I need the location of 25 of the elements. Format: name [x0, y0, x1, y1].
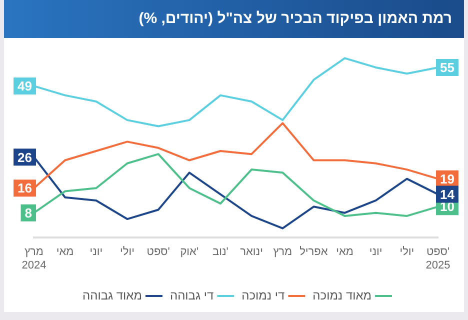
- x-tick-label: ינואר: [240, 246, 263, 258]
- legend-label: די נמוכה: [242, 288, 286, 302]
- legend-label: מאוד גבוהה: [82, 288, 142, 302]
- data-label: 10: [440, 199, 454, 214]
- x-tick-label: ספט': [146, 246, 170, 258]
- x-tick-label: יוני: [90, 246, 103, 258]
- data-label: 16: [18, 180, 32, 196]
- data-label: 55: [440, 60, 454, 76]
- x-tick-label: יולי: [120, 246, 134, 258]
- x-tick-label: מאי: [336, 246, 354, 258]
- x-tick-label: יולי: [400, 246, 414, 258]
- chart-title: רמת האמון בפיקוד הבכיר של צה"ל (יהודים, %): [4, 0, 464, 38]
- data-label: 14: [440, 186, 456, 202]
- data-label: 49: [18, 78, 32, 94]
- x-tick-label: נוב': [212, 246, 228, 258]
- legend-label: די גבוהה: [170, 288, 214, 302]
- x-tick-label: אוק': [180, 246, 199, 258]
- x-tick-label: מאי: [56, 246, 74, 258]
- legend-label: מאוד נמוכה: [312, 288, 372, 302]
- data-label: 19: [440, 171, 454, 186]
- data-label: 26: [18, 150, 32, 165]
- data-label: 8: [24, 205, 32, 220]
- x-tick-label: אפריל: [300, 246, 328, 258]
- x-tick-label: יוני: [369, 246, 382, 258]
- x-tick-label: מרץ: [273, 246, 292, 258]
